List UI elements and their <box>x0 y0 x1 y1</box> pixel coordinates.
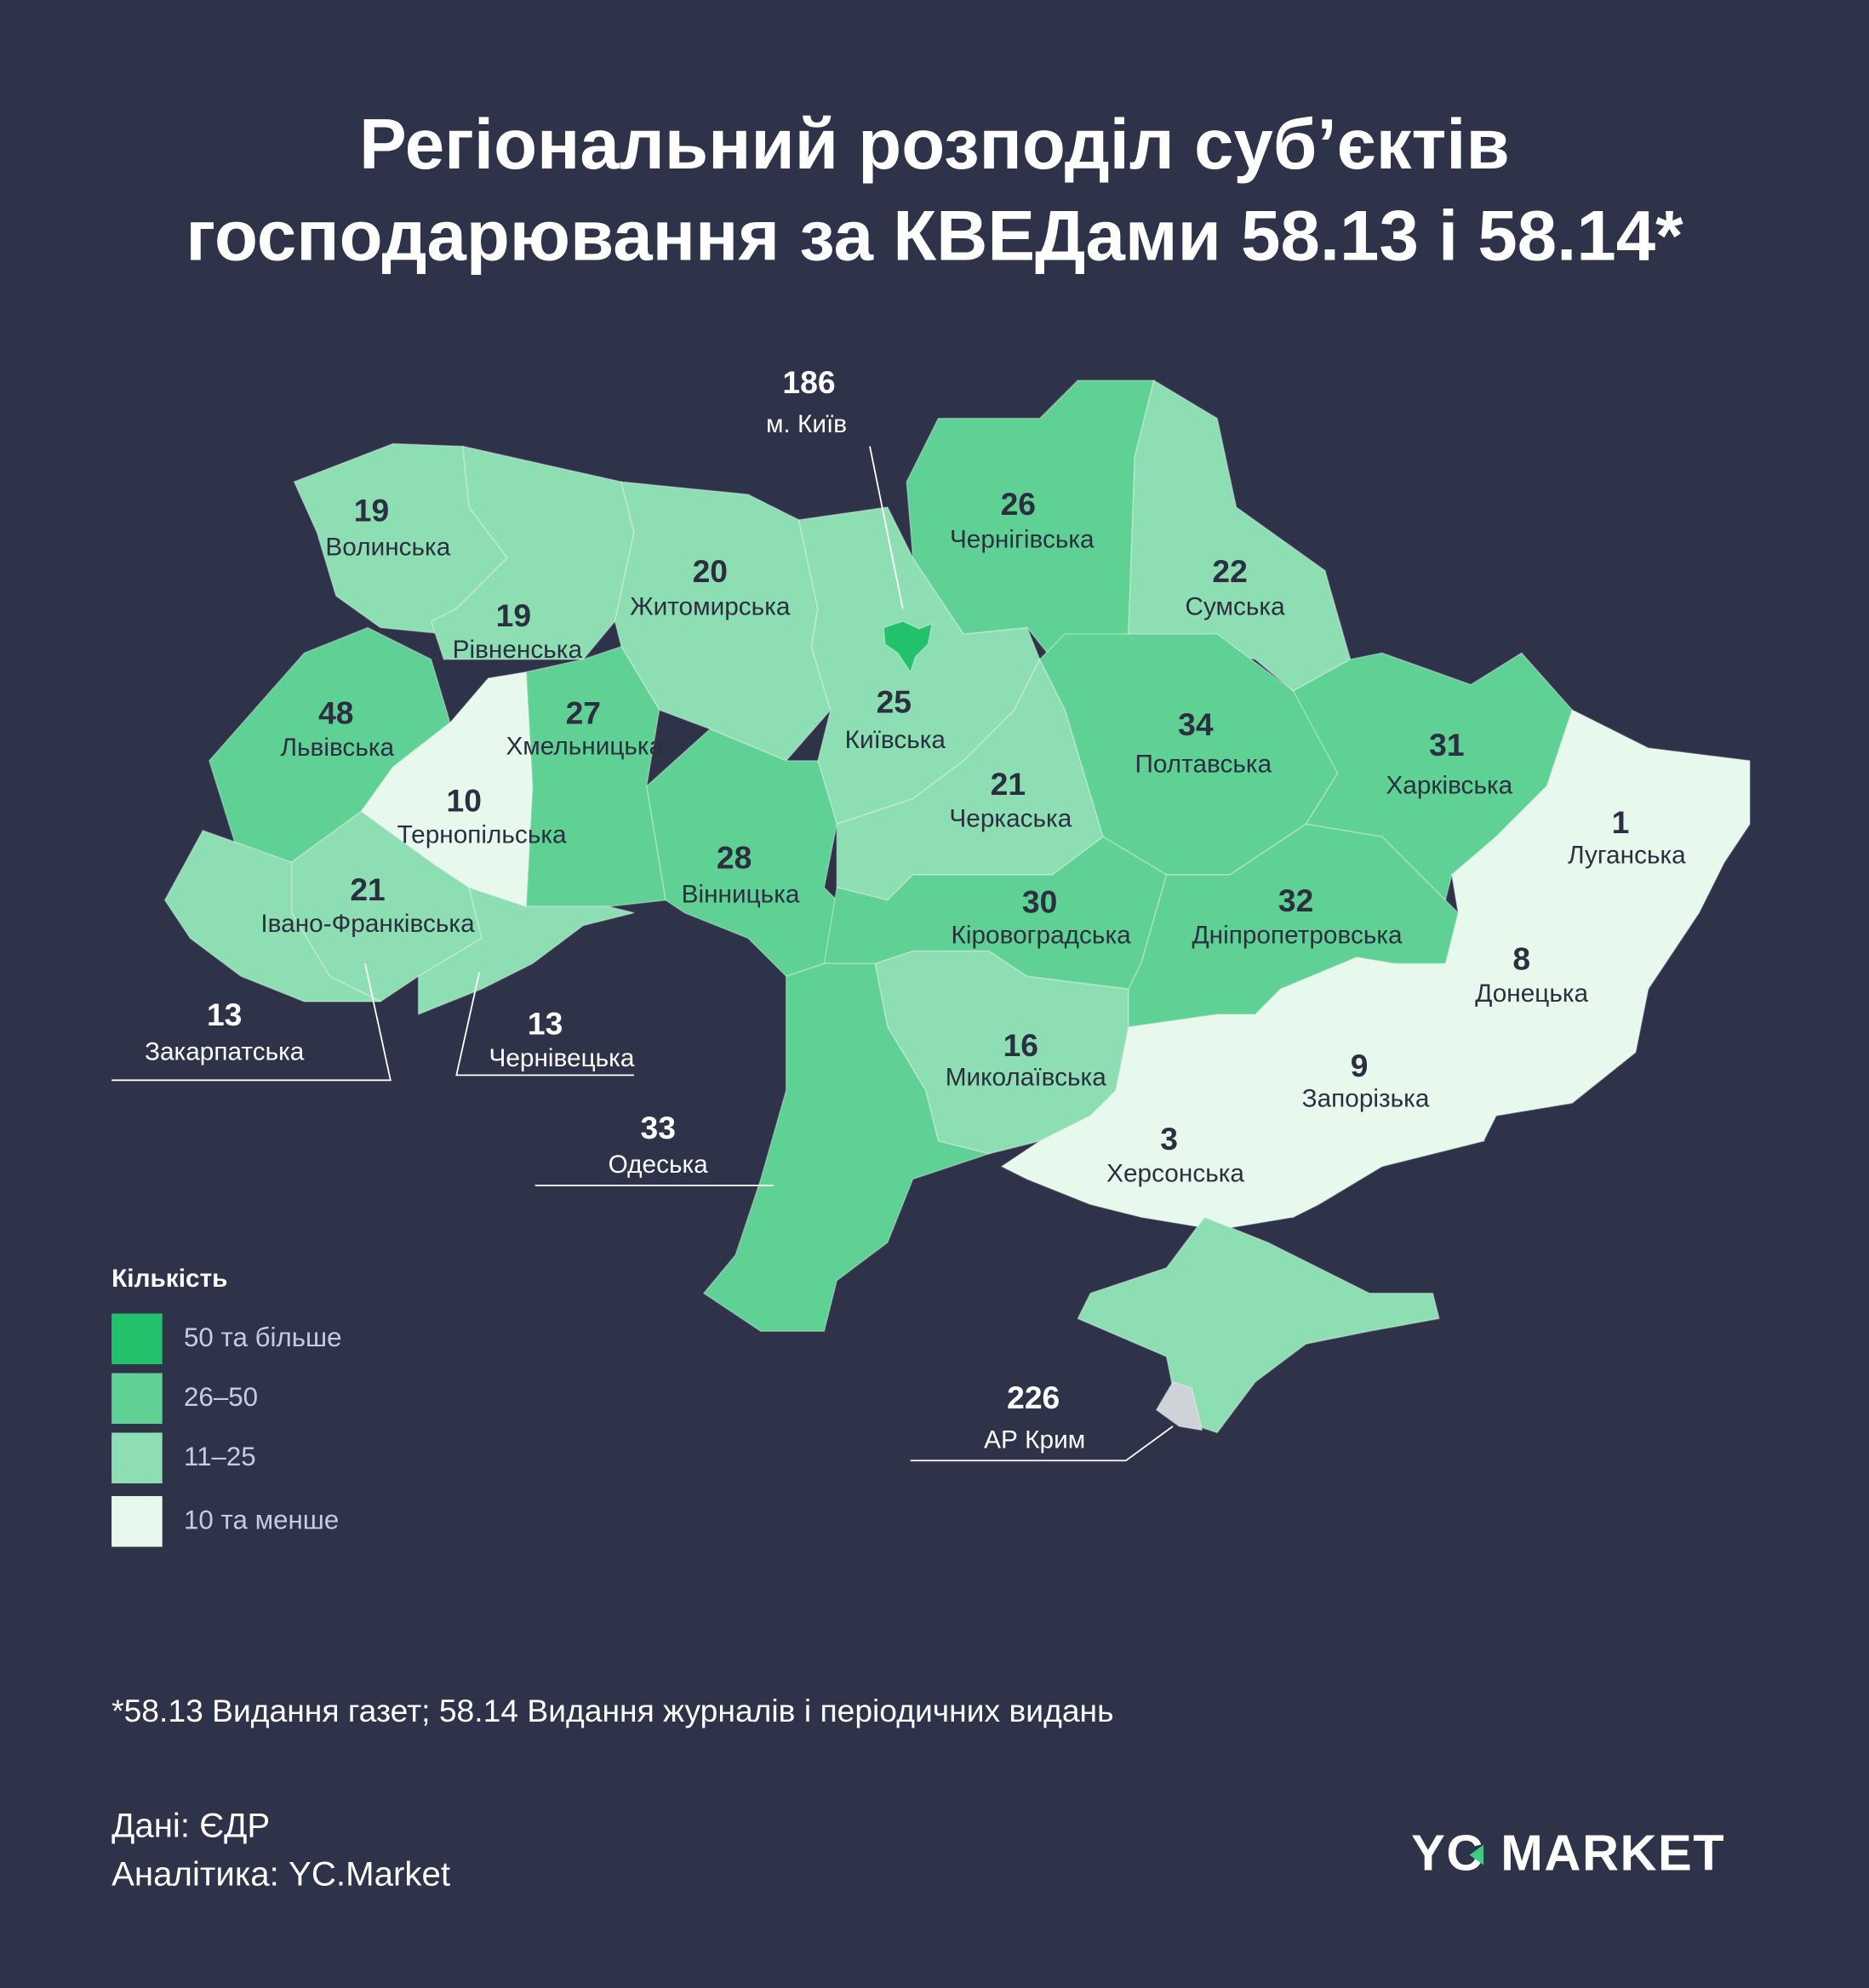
label-dnipropetrovsk: Дніпропетровська <box>1192 921 1403 949</box>
value-chernihiv: 26 <box>1001 486 1036 522</box>
label-crimea: АР Крим <box>984 1425 1085 1454</box>
legend-swatch <box>111 1313 163 1365</box>
leader-chernivtsi <box>455 972 634 1077</box>
leader-kyiv-city <box>869 446 904 609</box>
label-kharkiv: Харківська <box>1386 772 1512 800</box>
value-crimea: 226 <box>1007 1380 1060 1415</box>
regions <box>163 379 1751 1434</box>
footnote: *58.13 Видання газет; 58.14 Видання журн… <box>111 1694 1114 1730</box>
yc-market-logo: YC MARKET <box>1411 1825 1725 1882</box>
page-title: Регіональний розподіл суб’єктів господар… <box>0 99 1869 282</box>
value-rivne: 19 <box>496 597 531 633</box>
region-dnipropetrovsk <box>1128 823 1460 1028</box>
value-zhytomyr: 20 <box>693 553 728 589</box>
legend-swatch <box>111 1432 163 1484</box>
value-ternopil: 10 <box>447 782 482 818</box>
legend-swatch <box>111 1495 163 1547</box>
value-dnipropetrovsk: 32 <box>1278 883 1313 918</box>
value-volyn: 19 <box>354 492 389 528</box>
label-sumy: Сумська <box>1185 593 1285 621</box>
legend-item-50-plus: 50 та більше <box>111 1313 342 1365</box>
value-donetsk: 8 <box>1512 941 1530 977</box>
region-kherson <box>1000 1014 1295 1231</box>
value-zakarpattia: 13 <box>207 997 242 1032</box>
value-poltava: 34 <box>1178 706 1214 742</box>
legend-item-10-less: 10 та менше <box>111 1495 340 1547</box>
label-zaporizhzhia: Запорізька <box>1302 1085 1430 1113</box>
legend-title: Кількість <box>111 1265 228 1294</box>
value-kyiv-city: 186 <box>782 364 835 400</box>
label-khmelnytskyi: Хмельницька <box>506 732 663 760</box>
legend-label: 10 та менше <box>184 1505 340 1536</box>
legend-label: 11–25 <box>184 1442 256 1472</box>
region-chernivtsi <box>417 886 635 1015</box>
title-line-1: Регіональний розподіл суб’єктів <box>359 104 1510 185</box>
leader-crimea <box>910 1425 1174 1462</box>
value-ivano-frankivsk: 21 <box>350 871 385 907</box>
leader-lines <box>111 446 1174 1462</box>
label-volyn: Волинська <box>325 534 450 562</box>
source-data: Дані: ЄДР <box>111 1806 271 1845</box>
legend-item-11-25: 11–25 <box>111 1432 256 1484</box>
region-khmelnytskyi <box>525 645 667 907</box>
value-mykolaiv: 16 <box>1003 1027 1038 1063</box>
label-ivano-frankivsk: Івано-Франківська <box>260 910 475 938</box>
region-crimea <box>1077 1216 1440 1434</box>
leader-zakarpattia <box>111 963 392 1082</box>
region-zakarpattia <box>163 829 381 1003</box>
region-sevastopol <box>1155 1380 1203 1431</box>
value-sumy: 22 <box>1212 553 1247 589</box>
label-chernivtsi: Чернівецька <box>489 1044 635 1072</box>
label-vinnytsia: Вінницька <box>682 881 800 909</box>
legend-label: 50 та більше <box>184 1323 342 1353</box>
label-mykolaiv: Миколаївська <box>946 1063 1107 1091</box>
label-poltava: Полтавська <box>1135 750 1272 778</box>
value-chernivtsi: 13 <box>528 1006 563 1042</box>
value-cherkasy: 21 <box>991 766 1026 802</box>
region-odesa <box>702 963 992 1333</box>
value-vinnytsia: 28 <box>717 840 752 876</box>
value-kirovohrad: 30 <box>1022 884 1057 920</box>
label-rivne: Рівненська <box>453 636 583 664</box>
label-lviv: Львівська <box>280 734 394 762</box>
value-luhansk: 1 <box>1612 804 1630 840</box>
legend-swatch <box>111 1373 163 1425</box>
legend-item-26-50: 26–50 <box>111 1373 259 1425</box>
label-zhytomyr: Житомирська <box>630 593 791 621</box>
region-labels: 19 Волинська 19 Рівненська 20 Житомирськ… <box>145 364 1686 1454</box>
label-kirovohrad: Кіровоградська <box>952 921 1132 949</box>
logo-triangle-icon <box>1469 1843 1483 1865</box>
label-ternopil: Тернопільська <box>397 821 567 849</box>
label-chernihiv: Чернігівська <box>950 526 1095 554</box>
label-cherkasy: Черкаська <box>949 804 1072 832</box>
value-kherson: 3 <box>1160 1121 1178 1157</box>
logo-text-right: MARKET <box>1500 1825 1726 1882</box>
label-kherson: Херсонська <box>1106 1159 1244 1187</box>
region-kyiv-city <box>883 620 933 674</box>
label-donetsk: Донецька <box>1475 980 1588 1008</box>
legend-label: 26–50 <box>184 1383 259 1413</box>
value-lviv: 48 <box>318 695 353 731</box>
value-kharkiv: 31 <box>1429 727 1464 763</box>
label-kyiv-city: м. Київ <box>766 410 847 438</box>
value-kyiv-oblast: 25 <box>877 683 912 719</box>
label-zakarpattia: Закарпатська <box>145 1037 305 1065</box>
title-line-2: господарювання за КВЕДами 58.13 і 58.14* <box>186 195 1683 276</box>
source-analytics: Аналітика: YC.Market <box>111 1854 451 1894</box>
value-odesa: 33 <box>640 1110 675 1145</box>
label-luhansk: Луганська <box>1568 842 1686 870</box>
label-odesa: Одеська <box>609 1151 709 1179</box>
value-khmelnytskyi: 27 <box>566 695 601 731</box>
label-kyiv-oblast: Київська <box>845 726 946 754</box>
value-zaporizhzhia: 9 <box>1351 1048 1369 1083</box>
